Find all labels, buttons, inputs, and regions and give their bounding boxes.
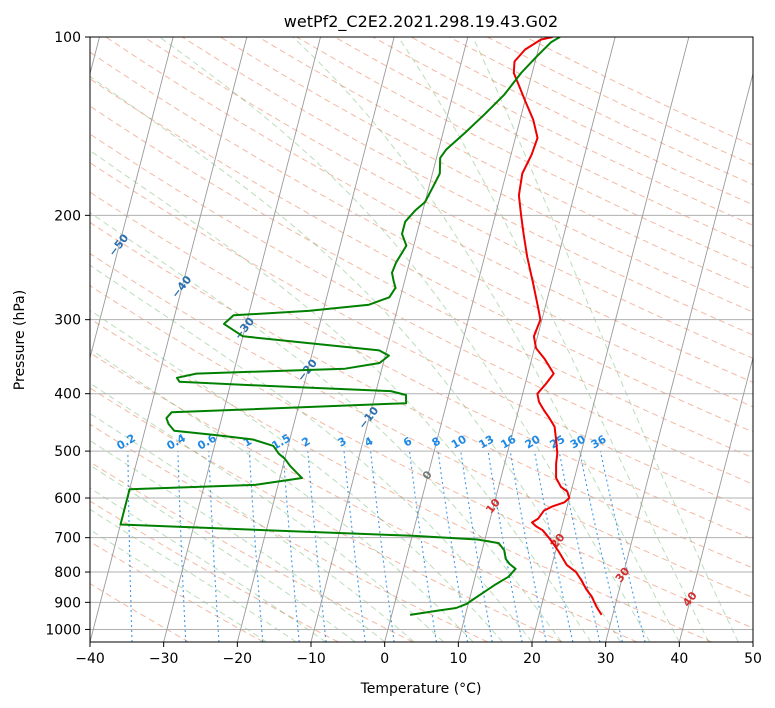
temperature-line [512,37,603,616]
moist-adiabat [90,439,385,642]
mixing-ratio-line [509,451,547,642]
dry-adiabat [90,162,753,513]
dewpoint-line [119,37,561,616]
moist-adiabat [397,37,710,642]
isotherm [605,71,753,642]
y-tick-label: 600 [54,491,81,507]
y-tick-label: 400 [54,387,81,403]
dry-adiabat [90,318,712,642]
moist-adiabat [90,487,326,642]
y-axis: 100 200 300 400 500 600 700 800 900 1000 [45,30,90,638]
x-tick-label: −10 [296,651,326,667]
dry-adiabat [181,37,753,336]
y-tick-label: 1000 [45,622,81,638]
moist-adiabat [90,75,621,642]
x-tick-label: 20 [523,651,541,667]
pressure-gridlines [90,37,753,630]
dry-adiabat [90,252,753,599]
dry-adiabat [90,387,563,642]
dry-adiabat [90,285,753,629]
moist-adiabat [472,37,739,642]
isotherms [90,37,753,642]
mixing-ratio-line [533,450,574,642]
isotherm [236,37,395,642]
x-tick-label: 50 [744,651,762,667]
dry-adiabat [90,51,753,408]
mixing-ratio-line [579,450,623,642]
x-tick-label: 40 [670,651,688,667]
y-axis-label: Pressure (hPa) [12,290,28,390]
mixing-ratio-line [487,451,523,642]
x-tick-label: −20 [223,651,253,667]
y-tick-label: 100 [54,30,81,46]
x-tick-label: −30 [149,651,179,667]
profile-lines [119,37,603,616]
moist-adiabat [90,264,533,642]
plot-area: −100−90−80−70−60−50−40−30−20−10010203040… [90,37,753,642]
dry-adiabat [219,37,753,313]
moist-adiabat [90,212,562,642]
dry-adiabat [90,133,753,485]
moist-adiabat [159,37,651,642]
isotherm [90,37,174,360]
isotherm [310,37,469,642]
x-axis: −40 −30 −20 −10 0 10 20 30 40 50 [75,642,762,667]
x-tick-label: 30 [597,651,615,667]
moist-adiabat [90,309,503,642]
isotherm [163,37,321,642]
y-tick-label: 700 [54,531,81,547]
isotherm [384,37,542,642]
y-tick-label: 500 [54,444,81,460]
moist-adiabat [90,464,356,642]
chart-title: wetPf2_C2E2.2021.298.19.43.G02 [284,12,558,32]
x-tick-label: 0 [380,651,389,667]
y-tick-label: 300 [54,313,81,329]
dry-adiabat [90,105,753,459]
moist-adiabat [292,37,680,642]
x-tick-label: 10 [449,651,467,667]
isotherm [678,356,753,642]
moist-adiabats [90,37,739,642]
isotherm [90,37,248,642]
y-tick-label: 200 [54,208,81,224]
dry-adiabat [90,583,190,642]
y-tick-label: 800 [54,565,81,581]
y-tick-label: 900 [54,595,81,611]
isotherm [531,37,690,642]
x-axis-label: Temperature (°C) [360,681,482,697]
moist-adiabat [90,382,444,642]
dry-adiabat [90,352,638,642]
plot-frame [89,36,754,643]
moist-adiabat [90,150,592,642]
x-tick-label: −40 [75,651,105,667]
